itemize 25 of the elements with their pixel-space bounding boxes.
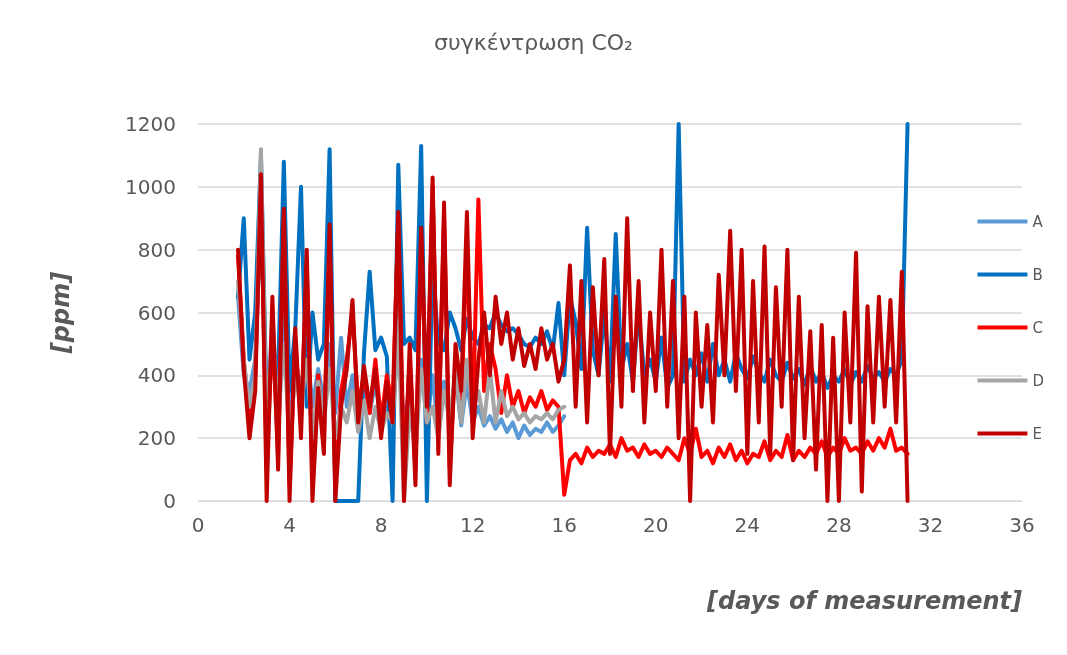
- y-tick-label: 0: [163, 489, 176, 513]
- y-tick-label: 1200: [125, 112, 176, 136]
- x-tick-label: 8: [374, 513, 388, 537]
- legend-label: A: [1032, 212, 1044, 231]
- x-tick-label: 24: [734, 513, 761, 537]
- x-tick-label: 0: [191, 513, 205, 537]
- x-tick-label: 32: [917, 513, 944, 537]
- x-tick-label: 36: [1009, 513, 1035, 537]
- x-tick-label: 20: [643, 513, 669, 537]
- y-axis-title: [ppm]: [47, 271, 75, 355]
- x-tick-label: 16: [551, 513, 577, 537]
- y-tick-label: 800: [137, 237, 176, 262]
- chart-title: συγκέντρωση CO₂: [434, 29, 633, 55]
- x-tick-label: 12: [459, 513, 486, 537]
- y-tick-label: 400: [137, 363, 176, 388]
- legend-label: C: [1032, 318, 1043, 337]
- legend-label: D: [1032, 371, 1045, 390]
- y-tick-label: 600: [137, 300, 176, 325]
- y-tick-label: 200: [137, 426, 176, 451]
- x-axis-title: [days of measurement]: [706, 587, 1023, 615]
- legend-label: E: [1032, 424, 1042, 443]
- legend-label: B: [1032, 265, 1043, 284]
- x-tick-label: 4: [283, 513, 296, 537]
- x-tick-label: 28: [826, 513, 852, 537]
- y-tick-label: 1000: [125, 174, 176, 199]
